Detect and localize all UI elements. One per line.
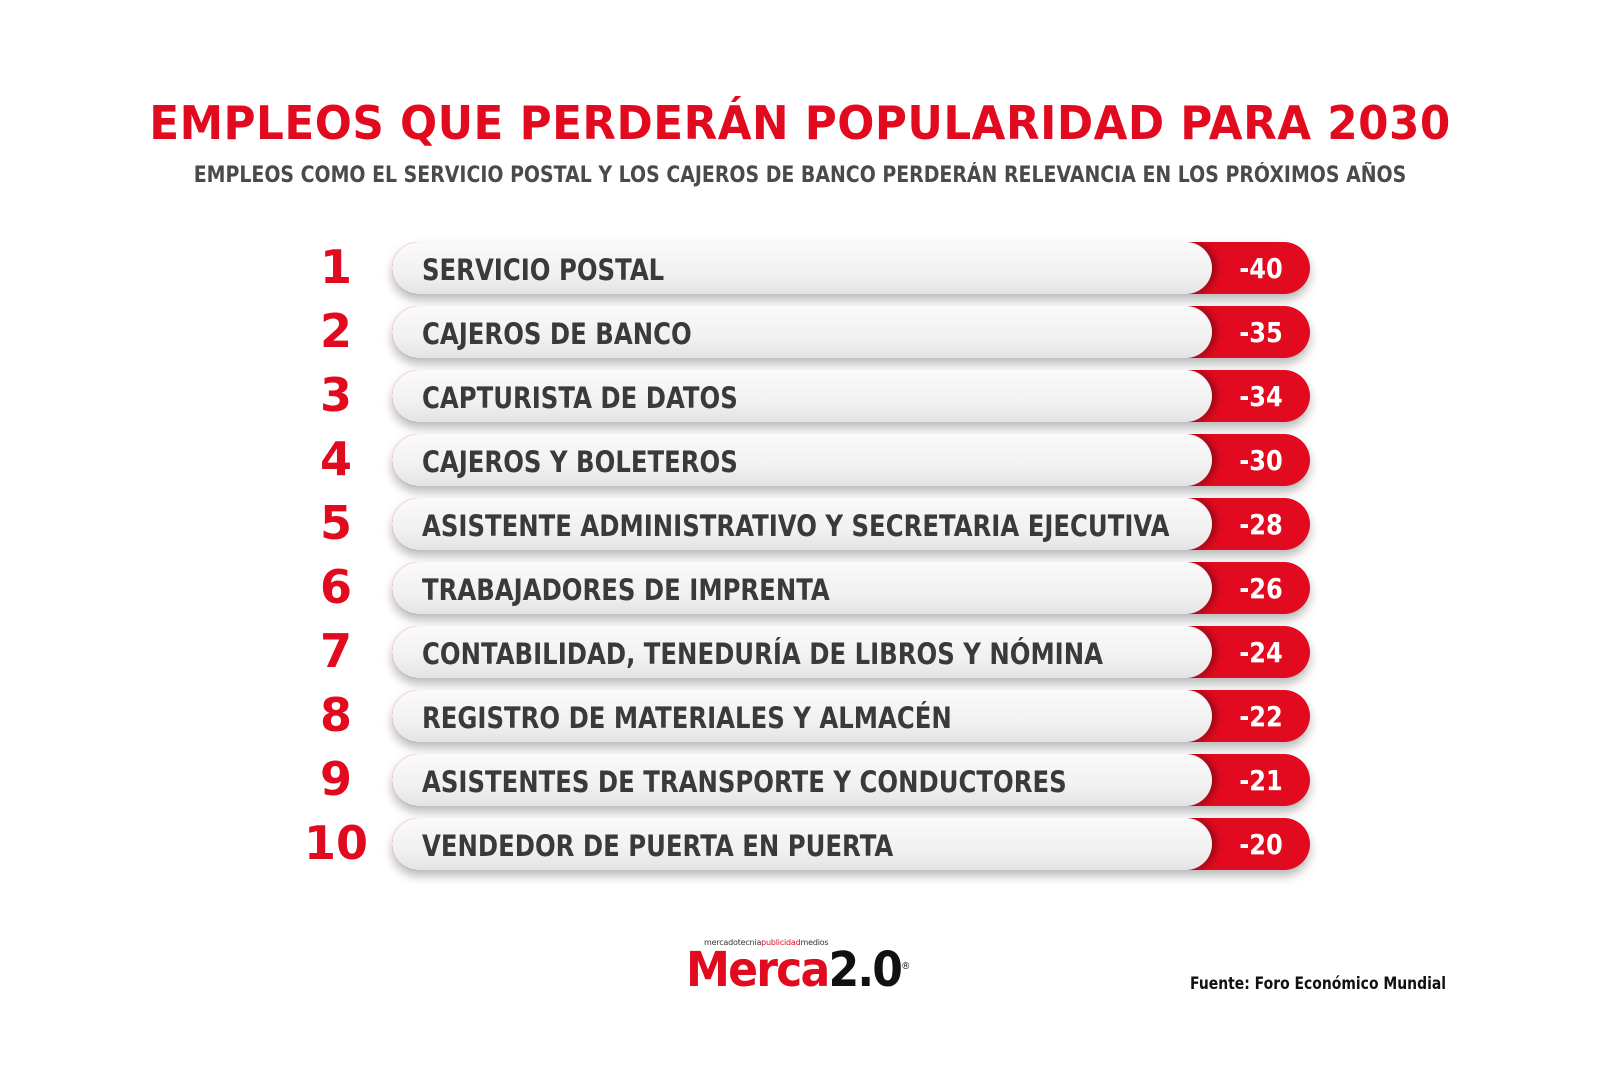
value-label: -26 — [1239, 572, 1283, 605]
value-label: -20 — [1239, 828, 1283, 861]
category-label: TRABAJADORES DE IMPRENTA — [422, 573, 830, 607]
ranking-row: 9 ASISTENTES DE TRANSPORTE Y CONDUCTORES -… — [0, 752, 1600, 806]
merca-logo: mercadotecniapublicidadmedios Merca2.0® — [686, 938, 926, 1010]
rank-number: 7 — [319, 624, 352, 678]
rank-number: 8 — [319, 688, 352, 742]
rank-number: 6 — [319, 560, 352, 614]
ranking-row: 1 SERVICIO POSTAL -40 — [0, 240, 1600, 294]
bar-label-segment: CONTABILIDAD, TENEDURÍA DE LIBROS Y NÓMI… — [392, 626, 1212, 678]
category-label: ASISTENTE ADMINISTRATIVO Y SECRETARIA EJ… — [422, 509, 1170, 543]
rank-number: 2 — [319, 304, 352, 358]
chart-title: EMPLEOS QUE PERDERÁN POPULARIDAD PARA 20… — [149, 96, 1451, 150]
bar-label-segment: REGISTRO DE MATERIALES Y ALMACÉN — [392, 690, 1212, 742]
bar-label-segment: SERVICIO POSTAL — [392, 242, 1212, 294]
logo-tagline: mercadotecniapublicidadmedios — [704, 938, 829, 947]
value-label: -35 — [1239, 316, 1283, 349]
bar-label-segment: ASISTENTE ADMINISTRATIVO Y SECRETARIA EJ… — [392, 498, 1212, 550]
ranking-row: 6 TRABAJADORES DE IMPRENTA -26 — [0, 560, 1600, 614]
logo-wordmark: Merca2.0® — [686, 942, 910, 998]
bar: CAPTURISTA DE DATOS -34 — [392, 370, 1310, 422]
chart-subtitle: EMPLEOS COMO EL SERVICIO POSTAL Y LOS CA… — [193, 163, 1407, 188]
category-label: VENDEDOR DE PUERTA EN PUERTA — [422, 829, 894, 863]
rank-number: 3 — [319, 368, 352, 422]
value-label: -30 — [1239, 444, 1283, 477]
value-label: -34 — [1239, 380, 1283, 413]
value-label: -28 — [1239, 508, 1283, 541]
bar-label-segment: VENDEDOR DE PUERTA EN PUERTA — [392, 818, 1212, 870]
category-label: SERVICIO POSTAL — [422, 253, 665, 287]
rank-number: 4 — [319, 432, 352, 486]
category-label: CAJEROS Y BOLETEROS — [422, 445, 738, 479]
bar-label-segment: CAJEROS Y BOLETEROS — [392, 434, 1212, 486]
ranking-row: 5 ASISTENTE ADMINISTRATIVO Y SECRETARIA E… — [0, 496, 1600, 550]
rank-number: 9 — [319, 752, 352, 806]
bar: ASISTENTE ADMINISTRATIVO Y SECRETARIA EJ… — [392, 498, 1310, 550]
ranking-row: 2 CAJEROS DE BANCO -35 — [0, 304, 1600, 358]
rank-number: 5 — [319, 496, 352, 550]
bar: VENDEDOR DE PUERTA EN PUERTA -20 — [392, 818, 1310, 870]
bar: CAJEROS Y BOLETEROS -30 — [392, 434, 1310, 486]
category-label: CAPTURISTA DE DATOS — [422, 381, 738, 415]
bar: SERVICIO POSTAL -40 — [392, 242, 1310, 294]
bar-label-segment: CAPTURISTA DE DATOS — [392, 370, 1212, 422]
bar: ASISTENTES DE TRANSPORTE Y CONDUCTORES -2… — [392, 754, 1310, 806]
ranking-row: 10 VENDEDOR DE PUERTA EN PUERTA -20 — [0, 816, 1600, 870]
ranking-row: 7 CONTABILIDAD, TENEDURÍA DE LIBROS Y NÓM… — [0, 624, 1600, 678]
value-label: -22 — [1239, 700, 1283, 733]
ranking-row: 4 CAJEROS Y BOLETEROS -30 — [0, 432, 1600, 486]
rank-number: 1 — [319, 240, 352, 294]
category-label: CONTABILIDAD, TENEDURÍA DE LIBROS Y NÓMI… — [422, 637, 1103, 671]
ranking-row: 8 REGISTRO DE MATERIALES Y ALMACÉN -22 — [0, 688, 1600, 742]
category-label: REGISTRO DE MATERIALES Y ALMACÉN — [422, 701, 952, 735]
bar: CAJEROS DE BANCO -35 — [392, 306, 1310, 358]
bar-label-segment: CAJEROS DE BANCO — [392, 306, 1212, 358]
rank-number: 10 — [303, 816, 368, 870]
bar: TRABAJADORES DE IMPRENTA -26 — [392, 562, 1310, 614]
source-note: Fuente: Foro Económico Mundial — [1190, 974, 1447, 994]
category-label: CAJEROS DE BANCO — [422, 317, 692, 351]
value-label: -21 — [1239, 764, 1283, 797]
bar: CONTABILIDAD, TENEDURÍA DE LIBROS Y NÓMI… — [392, 626, 1310, 678]
ranking-row: 3 CAPTURISTA DE DATOS -34 — [0, 368, 1600, 422]
value-label: -24 — [1239, 636, 1283, 669]
bar-label-segment: ASISTENTES DE TRANSPORTE Y CONDUCTORES — [392, 754, 1212, 806]
value-label: -40 — [1239, 252, 1283, 285]
category-label: ASISTENTES DE TRANSPORTE Y CONDUCTORES — [422, 765, 1067, 799]
bar: REGISTRO DE MATERIALES Y ALMACÉN -22 — [392, 690, 1310, 742]
bar-label-segment: TRABAJADORES DE IMPRENTA — [392, 562, 1212, 614]
